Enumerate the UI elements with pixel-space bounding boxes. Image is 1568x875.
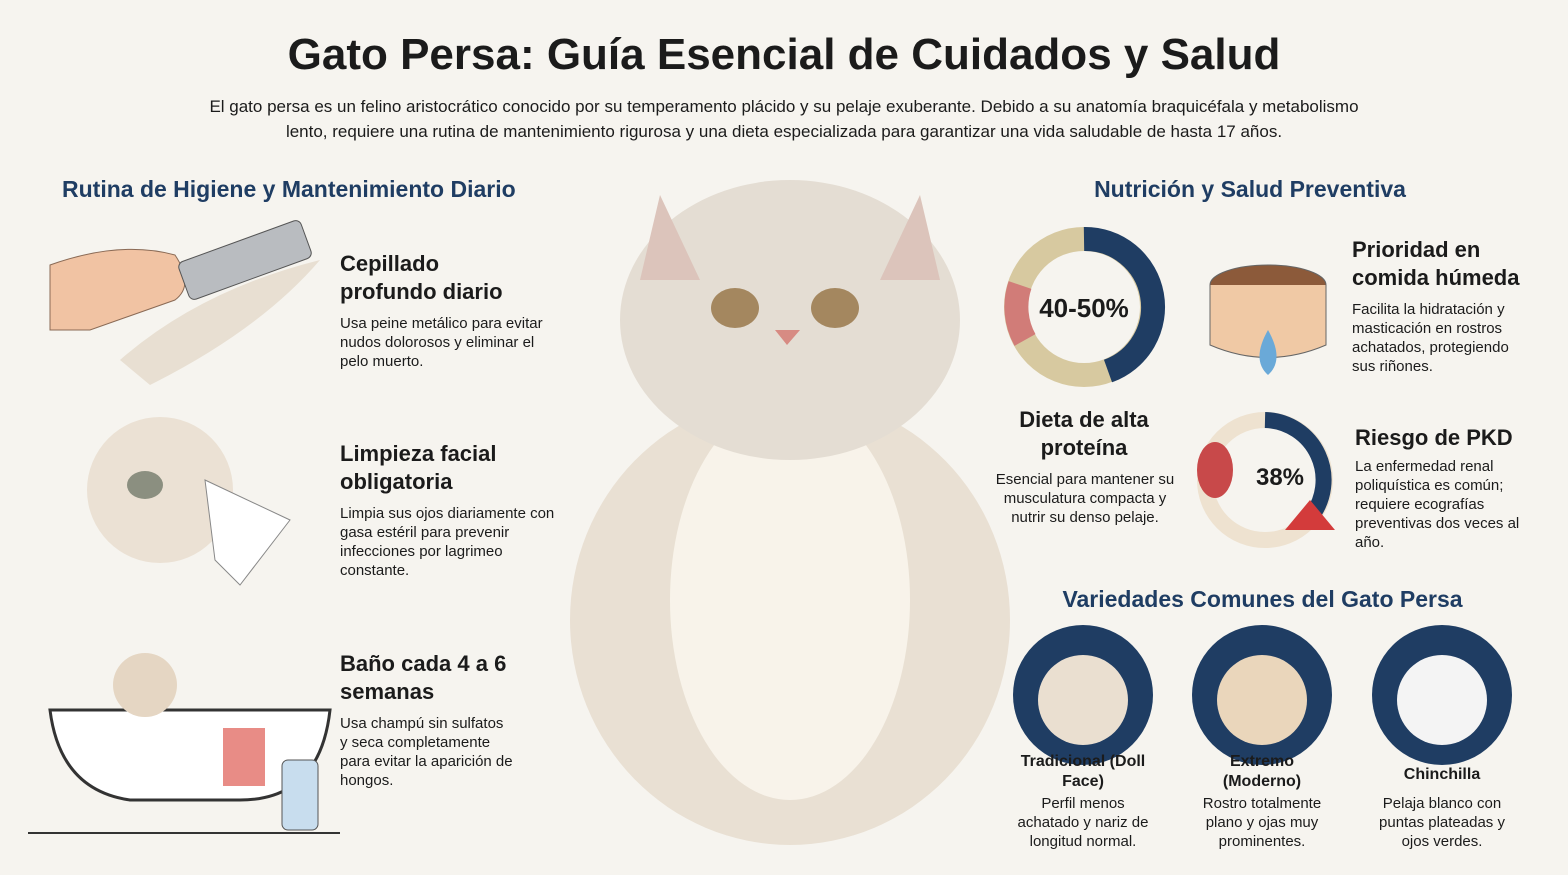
- variety-name: Chinchilla: [1403, 766, 1481, 783]
- cat-eye: [811, 288, 859, 328]
- cat-eye: [711, 288, 759, 328]
- towel: [223, 728, 265, 786]
- eye: [127, 471, 163, 499]
- item-description: Usa peine metálico para evitar nudos dol…: [340, 315, 543, 370]
- title: Gato Persa: Guía Esencial de Cuidados y …: [287, 30, 1281, 79]
- item-title: Baño cada 4 a 6 semanas: [340, 651, 507, 704]
- section-heading: Variedades Comunes del Gato Persa: [1062, 586, 1463, 612]
- subtitle: El gato persa es un felino aristocrático…: [209, 97, 1359, 141]
- stat: 40-50%: [1039, 293, 1129, 323]
- item-description: La enfermedad renal poliquística es comú…: [1355, 458, 1520, 551]
- stat: 38%: [1255, 464, 1305, 491]
- item-description: Limpia sus ojos diariamente con gasa est…: [340, 505, 555, 579]
- cat-chest: [670, 400, 910, 800]
- section-heading: Nutrición y Salud Preventiva: [1094, 176, 1406, 202]
- shampoo: [281, 759, 319, 831]
- variety-description: Pelaja blanco con puntas plateadas y ojo…: [1379, 795, 1505, 850]
- gauze: [204, 479, 291, 586]
- variety-description: Rostro totalmente plano y ojas muy promi…: [1202, 795, 1322, 850]
- variety-cat: [1038, 655, 1128, 745]
- item-description: Facilita la hidratación y masticación en…: [1352, 301, 1509, 375]
- donut-arc: [1264, 412, 1332, 524]
- variety-cat: [1397, 655, 1487, 745]
- bath-cat: [113, 653, 177, 717]
- kidney: [1197, 442, 1233, 498]
- item-title: Cepillado profundo diario: [340, 251, 503, 304]
- item-title: Riesgo de PKD: [1355, 425, 1513, 450]
- item-title: Dieta de alta proteína: [1019, 407, 1149, 460]
- warning: [1285, 500, 1335, 530]
- item-description: Esencial para mantener su musculatura co…: [995, 471, 1175, 526]
- cat-ears: [640, 195, 940, 280]
- item-title: Limpieza facial obligatoria: [340, 441, 497, 494]
- drop: [1259, 330, 1277, 375]
- donut-arc: [1004, 281, 1036, 346]
- comb: [178, 220, 312, 300]
- cat-head: [620, 180, 960, 460]
- item-title: Prioridad en comida húmeda: [1352, 237, 1520, 290]
- variety-name: Extremo (Moderno): [1222, 753, 1302, 790]
- hand: [49, 248, 186, 331]
- variety-cat: [1217, 655, 1307, 745]
- section-heading: Rutina de Higiene y Mantenimiento Diario: [62, 176, 516, 202]
- variety-description: Perfil menos achatado y nariz de longitu…: [1017, 795, 1149, 850]
- cat-nose: [775, 330, 800, 345]
- donut-arc: [1083, 226, 1166, 383]
- variety-name: Tradicional (Doll Face): [1020, 753, 1146, 790]
- item-description: Usa champú sin sulfatos y seca completam…: [340, 715, 513, 789]
- fur-tuft: [120, 260, 320, 385]
